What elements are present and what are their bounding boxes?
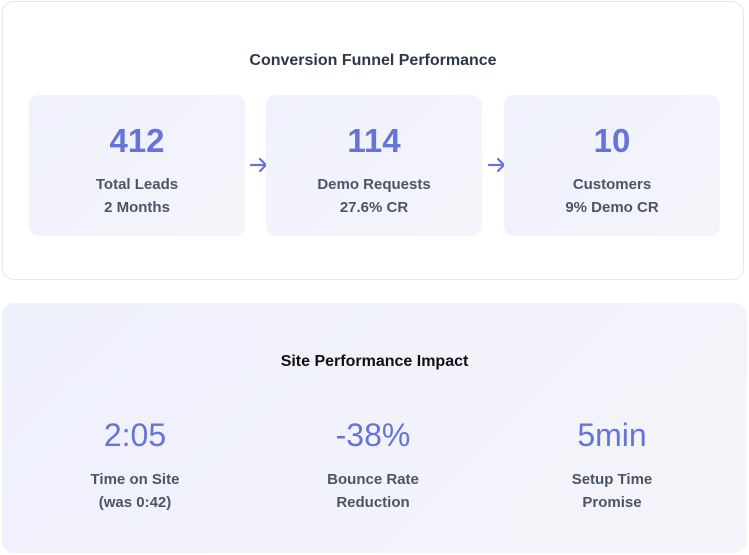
metric-value: 2:05 (103, 417, 167, 453)
metric-value: -38% (335, 417, 411, 453)
metric-bounce-rate: -38% Bounce Rate Reduction (273, 415, 473, 514)
stage-value: 412 (109, 122, 165, 159)
metric-label: Setup Time Promise (512, 468, 712, 514)
funnel-title: Conversion Funnel Performance (249, 52, 497, 69)
metric-label-line: Reduction (336, 494, 410, 511)
metric-label-line: Promise (582, 494, 642, 511)
metric-label-line: Time on Site (90, 471, 180, 488)
funnel-stage-customers: 10 Customers 9% Demo CR (504, 95, 720, 236)
stage-label: Total Leads (95, 176, 179, 193)
funnel-stage-leads: 412 Total Leads 2 Months (29, 95, 245, 236)
metric-label-line: (was 0:42) (98, 494, 172, 511)
stage-sub: 9% Demo CR (565, 199, 659, 216)
stage-sub: 27.6% CR (339, 199, 409, 216)
funnel-card: Conversion Funnel Performance 412 Total … (2, 1, 744, 280)
metric-label: Bounce Rate Reduction (273, 468, 473, 514)
funnel-stage-demo-requests: 114 Demo Requests 27.6% CR (266, 95, 482, 236)
metric-setup-time: 5min Setup Time Promise (512, 415, 712, 514)
metric-label-line: Setup Time (571, 471, 653, 488)
metric-time-on-site: 2:05 Time on Site (was 0:42) (35, 415, 235, 514)
metric-label: Time on Site (was 0:42) (35, 468, 235, 514)
metric-label-line: Bounce Rate (327, 471, 419, 488)
impact-title: Site Performance Impact (280, 353, 469, 370)
impact-card: Site Performance Impact 2:05 Time on Sit… (2, 303, 747, 553)
metric-value: 5min (577, 417, 647, 453)
stage-label: Customers (572, 176, 652, 193)
stage-value: 114 (347, 122, 401, 159)
stage-sub: 2 Months (104, 199, 170, 216)
stage-value: 10 (593, 122, 631, 159)
stage-label: Demo Requests (317, 176, 431, 193)
